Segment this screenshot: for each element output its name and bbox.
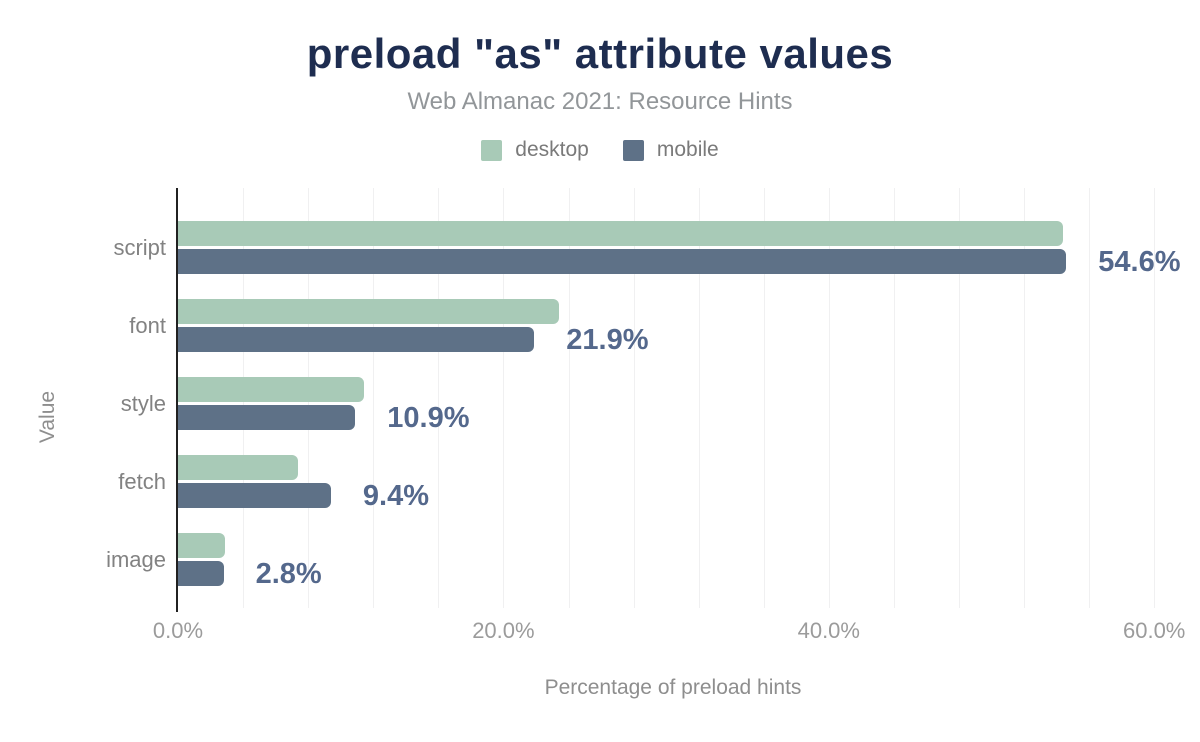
legend-label-desktop: desktop (515, 138, 589, 161)
gridline (633, 188, 635, 608)
category-label-style: style (120, 390, 166, 416)
x-axis-title: Percentage of preload hints (544, 676, 802, 699)
gridline (1154, 188, 1156, 608)
value-label-image: 2.8% (255, 557, 322, 590)
x-tick-label-40.0%: 40.0% (797, 618, 860, 643)
x-tick-label-20.0%: 20.0% (472, 618, 535, 643)
category-label-fetch: fetch (118, 468, 166, 494)
y-axis-line (176, 188, 178, 612)
gridline (1089, 188, 1091, 608)
category-label-script: script (113, 234, 166, 260)
bar-desktop-font (178, 299, 559, 324)
legend-swatch-desktop (481, 139, 503, 161)
gridline (763, 188, 765, 608)
bar-mobile-image (178, 561, 224, 586)
legend: desktop mobile (0, 138, 1200, 162)
gridline (438, 188, 440, 608)
bar-desktop-fetch (178, 455, 299, 480)
category-label-font: font (129, 312, 166, 338)
category-labels: script font style fetch image (0, 188, 166, 608)
bar-mobile-style (178, 405, 356, 430)
gridline (959, 188, 960, 608)
gridline (1024, 188, 1025, 608)
legend-swatch-mobile (622, 139, 644, 161)
gridline (698, 188, 700, 608)
value-label-style: 10.9% (387, 401, 470, 434)
gridline (893, 188, 895, 608)
gridline (503, 188, 505, 608)
bar-mobile-fetch (178, 483, 331, 508)
legend-item-mobile: mobile (622, 138, 719, 162)
value-label-font: 21.9% (566, 323, 649, 356)
chart-subtitle: Web Almanac 2021: Resource Hints (407, 88, 793, 115)
gridline (568, 188, 570, 608)
bar-desktop-script (178, 221, 1064, 246)
x-axis-ticks: 0.0% 20.0% 40.0% 60.0% (153, 618, 1185, 646)
bar-mobile-script (178, 249, 1067, 274)
legend-label-mobile: mobile (656, 138, 719, 161)
value-label-fetch: 9.4% (362, 479, 429, 512)
value-label-script: 54.6% (1098, 245, 1181, 278)
x-tick-label-0.0%: 0.0% (152, 618, 204, 643)
legend-item-desktop: desktop (481, 138, 589, 162)
bar-mobile-font (178, 327, 535, 352)
category-label-image: image (106, 546, 166, 572)
bar-desktop-style (178, 377, 364, 402)
x-tick-label-60.0%: 60.0% (1122, 618, 1186, 643)
plot-area: 54.6% 21.9% 10.9% 9.4% 2.8% (178, 188, 1181, 608)
bar-desktop-image (178, 533, 226, 558)
chart-title: preload "as" attribute values (306, 30, 894, 77)
gridline (373, 188, 375, 608)
gridline (828, 188, 830, 608)
